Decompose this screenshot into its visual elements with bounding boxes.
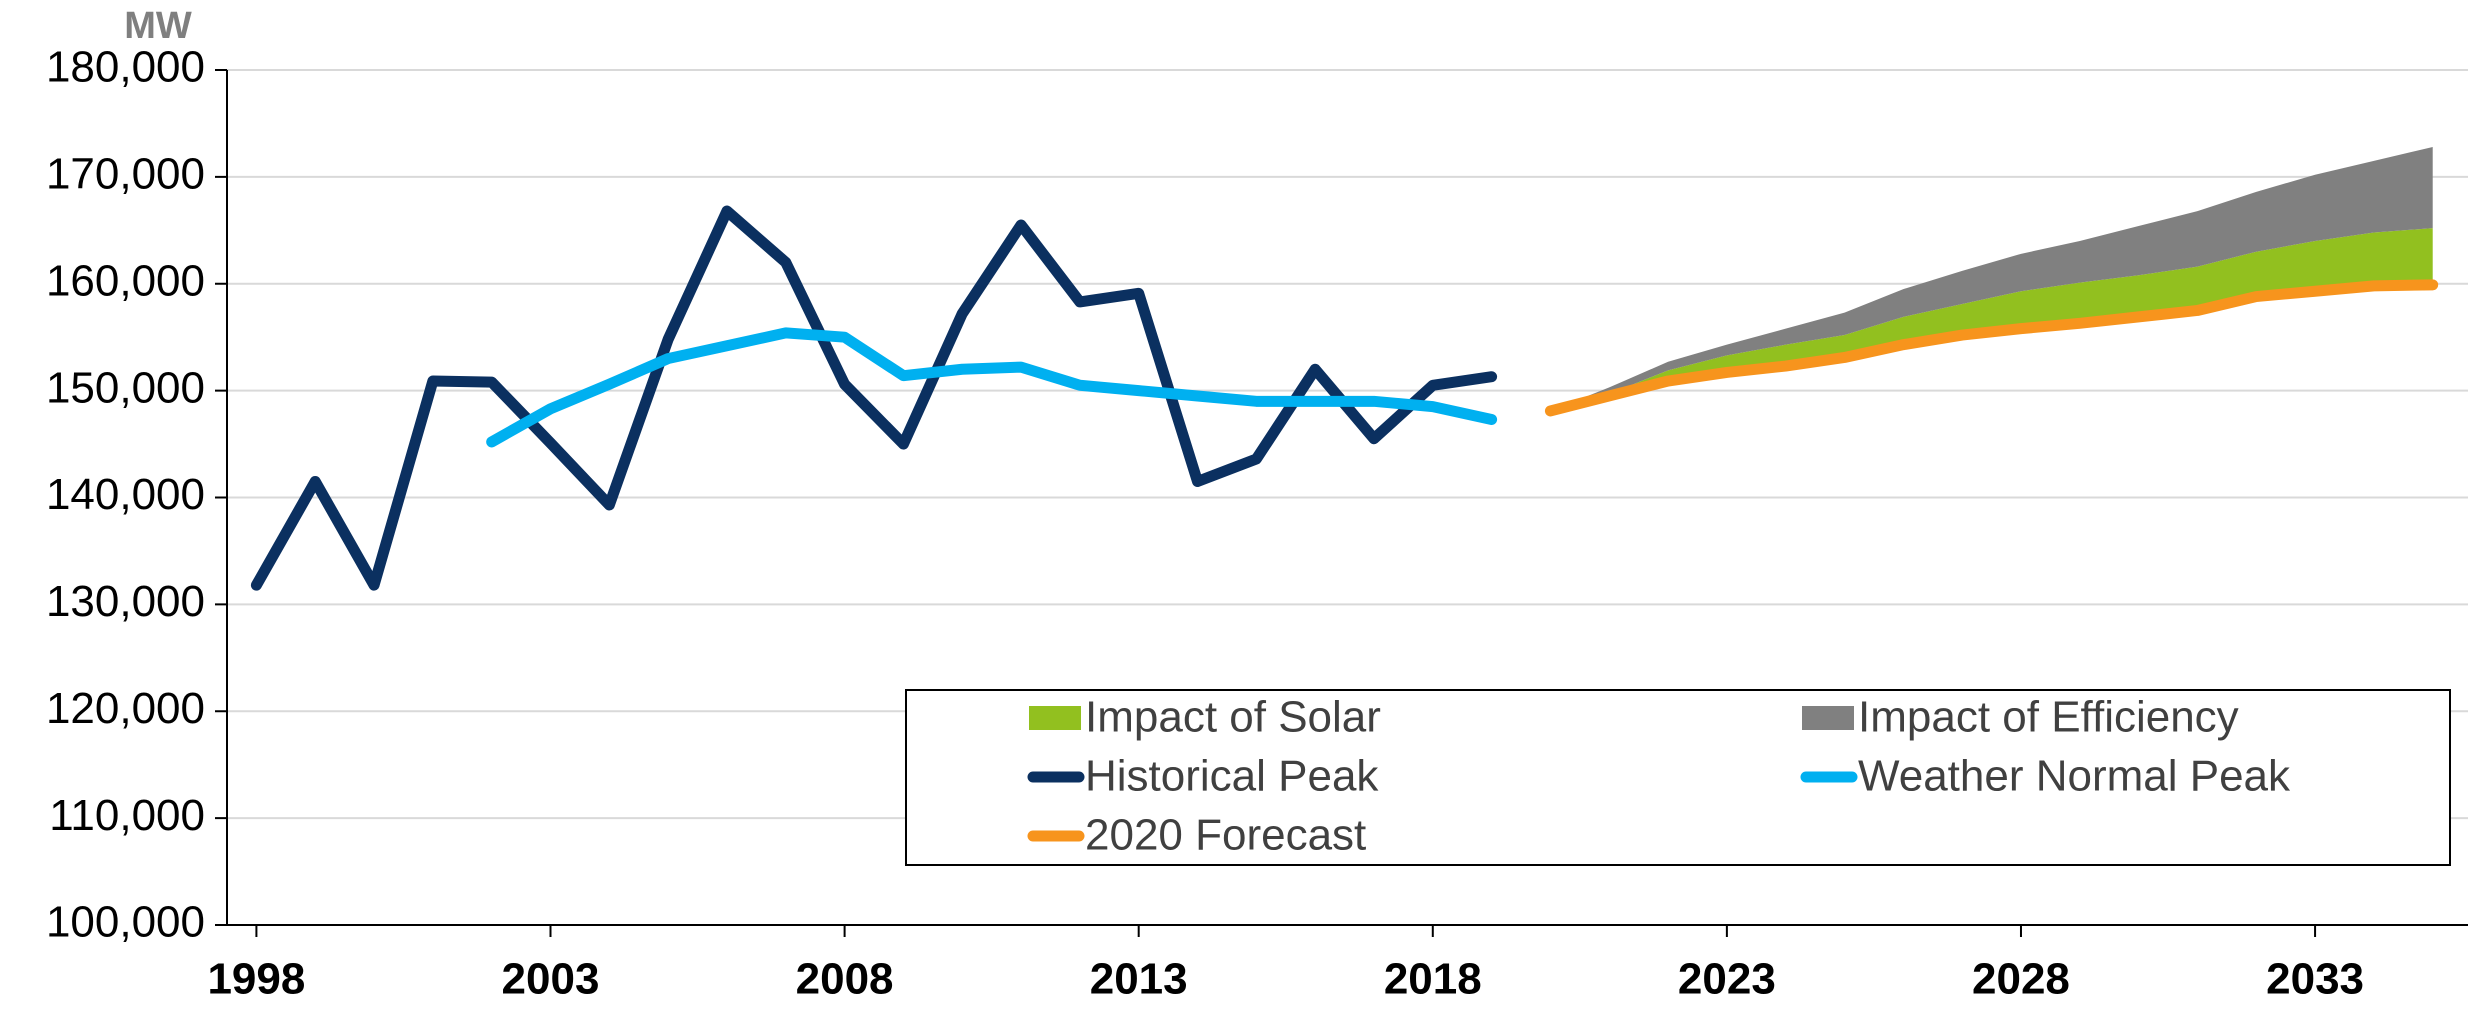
y-tick-label: 180,000 — [46, 43, 205, 92]
legend: Impact of Solar Impact of Efficiency Histo… — [905, 689, 2451, 866]
x-tick-label: 2003 — [502, 955, 600, 1004]
x-tick-label: 2028 — [1972, 955, 2070, 1004]
legend-label: Weather Normal Peak — [1858, 752, 2291, 801]
y-tick-label: 140,000 — [46, 470, 205, 519]
x-tick-label: 2023 — [1678, 955, 1776, 1004]
y-tick-label: 110,000 — [49, 791, 205, 840]
plot-area — [250, 146, 2439, 591]
y-tick-label: 160,000 — [46, 256, 205, 305]
legend-label: Impact of Efficiency — [1858, 693, 2239, 742]
y-tick-label: 120,000 — [46, 684, 205, 733]
x-tick-label: 2018 — [1384, 955, 1482, 1004]
area — [1550, 146, 2433, 411]
y-tick-label: 100,000 — [46, 898, 205, 947]
legend-label: Impact of Solar — [1085, 693, 1381, 742]
x-tick-label: 2008 — [796, 955, 894, 1004]
x-tick-label: 2013 — [1090, 955, 1188, 1004]
legend-label: Historical Peak — [1085, 752, 1379, 801]
line — [250, 205, 1498, 591]
y-tick-label: 150,000 — [46, 363, 205, 412]
y-tick-label: 170,000 — [46, 150, 205, 199]
x-tick-label: 2033 — [2266, 955, 2364, 1004]
legend-box — [905, 689, 2451, 866]
legend-swatch — [1802, 706, 1854, 730]
x-tick-label: 1998 — [207, 955, 305, 1004]
y-tick-label: 130,000 — [46, 577, 205, 626]
line — [1544, 279, 2439, 417]
legend-label: 2020 Forecast — [1085, 811, 1366, 860]
y-axis-title: MW — [124, 5, 192, 47]
line — [486, 327, 1498, 448]
legend-swatch — [1029, 706, 1081, 730]
